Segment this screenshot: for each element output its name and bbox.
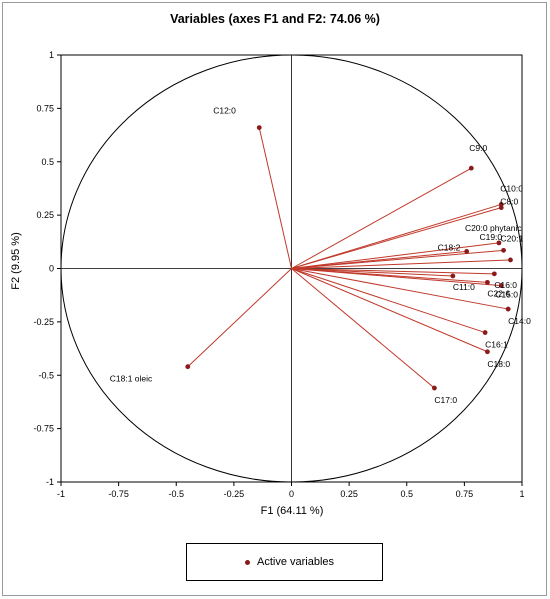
y-tick-label: -0.25	[33, 317, 54, 327]
data-point	[498, 205, 504, 211]
data-point	[501, 247, 506, 253]
point-label: C10:0	[500, 183, 523, 193]
y-tick-label: -1	[46, 477, 54, 487]
vector-line	[291, 259, 511, 269]
x-tick-label: 0.25	[340, 489, 358, 499]
plot-area: -1 -0.75 -0.5 -0.25 0 0.25 0.5 0.75 1 -1 -0.75 -0.5…	[33, 50, 531, 499]
y-tick-label: -0.75	[33, 424, 54, 434]
x-tick-label: -0.25	[224, 489, 245, 499]
vector-line	[291, 268, 488, 353]
data-point	[508, 257, 513, 263]
point-label: C18:2	[438, 242, 461, 252]
y-tick-label: 0.75	[36, 103, 54, 113]
vector-line	[291, 268, 495, 275]
data-point	[450, 273, 456, 279]
vector-line	[291, 268, 502, 287]
point-label: C8:0	[500, 197, 518, 207]
vector-line	[291, 268, 435, 389]
vector-line	[291, 268, 486, 334]
legend-label: Active variables	[257, 556, 335, 568]
vector-line	[291, 203, 502, 269]
point-label: C12:0	[213, 106, 236, 116]
y-tick-label: 0	[49, 264, 54, 274]
x-tick-label: 0.5	[400, 489, 413, 499]
legend-marker	[245, 559, 250, 565]
data-point	[496, 240, 502, 246]
y-axis-label: F2 (9.95 %)	[10, 232, 22, 289]
y-tick-label: -0.5	[38, 370, 54, 380]
vector-line	[258, 127, 292, 269]
point-label: C14:0	[508, 316, 531, 326]
data-point	[482, 330, 488, 335]
data-point	[498, 283, 504, 288]
point-label: C9:0	[469, 143, 487, 153]
point-label: C22:6	[487, 288, 510, 298]
point-label: C11:0	[453, 282, 475, 292]
point-label: C20:0 phytanic	[465, 223, 522, 233]
y-tick-label: 1	[49, 50, 54, 60]
point-label: C16:0	[494, 280, 517, 290]
data-point	[491, 271, 497, 277]
data-point	[485, 349, 490, 355]
y-tick-label: 0.5	[41, 157, 54, 167]
vector-line	[291, 242, 500, 269]
data-point	[185, 364, 191, 370]
y-tick-label: 0.25	[36, 210, 54, 220]
data-point	[505, 306, 511, 312]
x-tick-label: -1	[57, 489, 65, 499]
legend: Active variables	[186, 543, 383, 581]
data-point	[256, 125, 262, 130]
point-label: C19:0	[479, 232, 502, 242]
vector-line	[291, 268, 453, 277]
x-tick-label: 0	[289, 489, 294, 499]
x-axis-label: F1 (64.11 %)	[261, 505, 324, 517]
vector-line	[291, 268, 509, 310]
x-tick-label: -0.75	[108, 489, 129, 499]
point-label: C16:1	[485, 340, 508, 350]
vector-line	[291, 207, 502, 269]
data-point	[432, 385, 437, 391]
vector-line	[291, 167, 472, 269]
chart-title: Variables (axes F1 and F2: 74.06 %)	[170, 12, 380, 26]
point-label: C18:1 oleic	[110, 374, 153, 384]
x-tick-label: -0.5	[168, 489, 184, 499]
x-tick-label: 1	[519, 489, 524, 499]
vector-line	[187, 268, 292, 368]
vector-line	[291, 250, 467, 269]
data-point	[464, 249, 470, 254]
data-point	[468, 165, 474, 171]
data-point	[485, 279, 490, 285]
x-tick-label: 0.75	[456, 489, 474, 499]
point-label: C20:1	[501, 233, 524, 243]
point-label: C15:0	[495, 290, 518, 300]
point-label: C17:0	[434, 395, 457, 405]
point-label: C18:0	[487, 359, 510, 369]
